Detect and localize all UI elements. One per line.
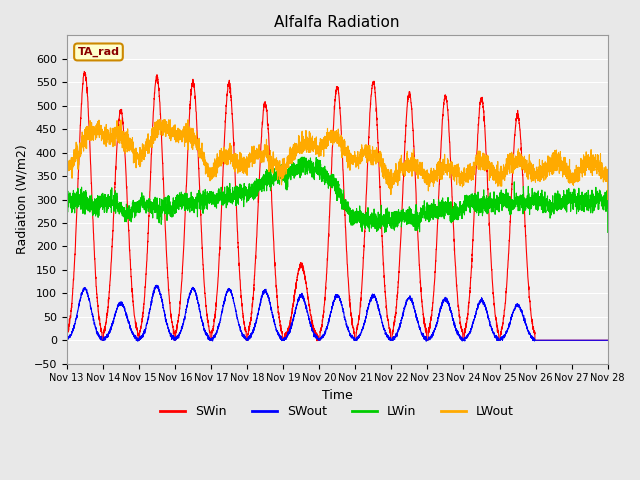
SWin [63,337,70,343]
LWin [63,195,70,201]
LWout [429,177,436,183]
SWin [429,301,436,307]
Text: TA_rad: TA_rad [77,47,120,57]
SWout [604,337,611,343]
Line: LWin: LWin [67,157,608,232]
SWout [160,308,168,314]
LWin [381,229,388,235]
LWout [604,197,612,203]
LWout [160,130,168,135]
X-axis label: Time: Time [322,389,353,402]
Legend: SWin, SWout, LWin, LWout: SWin, SWout, LWin, LWout [156,400,519,423]
LWin [317,172,325,178]
Line: LWout: LWout [67,120,608,200]
SWin [81,69,88,74]
SWin [604,337,612,343]
LWout [489,168,497,174]
SWin [317,325,325,331]
SWout [134,338,141,344]
LWin [490,197,497,203]
Line: SWin: SWin [67,72,608,341]
Title: Alfalfa Radiation: Alfalfa Radiation [275,15,400,30]
LWout [459,184,467,190]
SWout [490,331,497,336]
SWout [459,338,467,344]
LWout [154,117,162,123]
SWin [313,338,321,344]
LWin [429,211,436,216]
SWout [153,282,161,288]
SWin [490,289,497,295]
SWout [429,332,436,337]
SWout [604,337,612,343]
LWout [63,171,70,177]
LWin [604,205,611,211]
LWin [459,203,467,208]
SWin [160,192,168,198]
Y-axis label: Radiation (W/m2): Radiation (W/m2) [15,144,28,254]
LWin [160,202,168,207]
LWout [317,141,325,147]
LWout [604,166,611,172]
SWin [604,337,611,343]
LWin [298,155,305,160]
Line: SWout: SWout [67,285,608,341]
SWout [63,337,70,343]
LWin [604,229,612,235]
SWout [317,336,325,341]
SWin [459,326,467,332]
